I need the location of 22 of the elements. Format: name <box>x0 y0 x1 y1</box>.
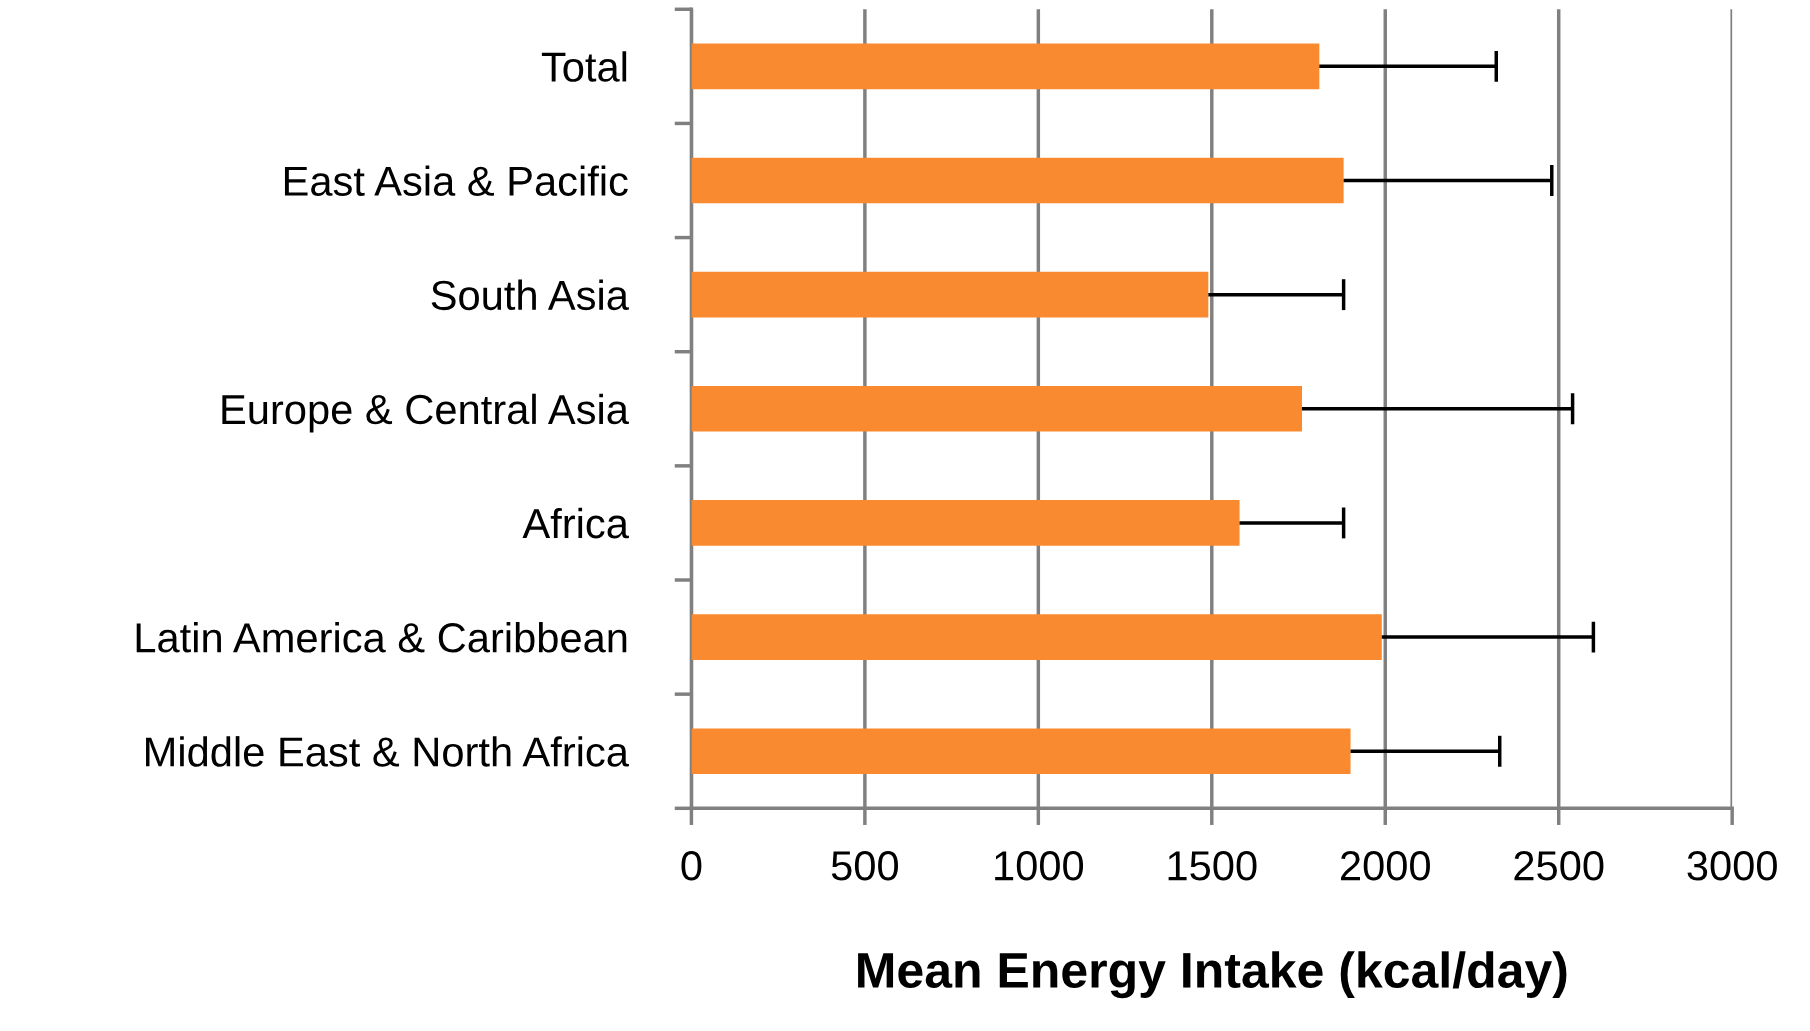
x-tick-label: 3000 <box>1687 851 1777 881</box>
x-tick-label: 2000 <box>1341 851 1430 881</box>
bar <box>691 614 1382 660</box>
y-tick-label: Europe & Central Asia <box>222 393 629 433</box>
x-tick-label: 1000 <box>995 851 1084 881</box>
y-tick-label: East Asia & Pacific <box>284 165 628 197</box>
x-tick-label: 1500 <box>1168 851 1257 881</box>
bar <box>691 157 1344 204</box>
bar <box>691 43 1320 90</box>
y-tick-label: Latin America & Caribbean <box>136 621 627 653</box>
bar <box>691 385 1302 432</box>
x-axis-title: Mean Energy Intake (kcal/day) <box>858 951 1567 999</box>
x-tick-label: 2500 <box>1514 851 1604 881</box>
bar <box>691 500 1240 546</box>
y-tick-label: Middle East & North Africa <box>146 736 629 767</box>
x-tick-label: 500 <box>831 851 899 881</box>
y-tick-label: Total <box>541 51 627 82</box>
bar <box>691 271 1209 318</box>
y-tick-label: Africa <box>522 507 629 539</box>
bar <box>691 728 1351 775</box>
x-tick-label: 0 <box>681 851 702 881</box>
y-tick-label: South Asia <box>431 279 629 311</box>
